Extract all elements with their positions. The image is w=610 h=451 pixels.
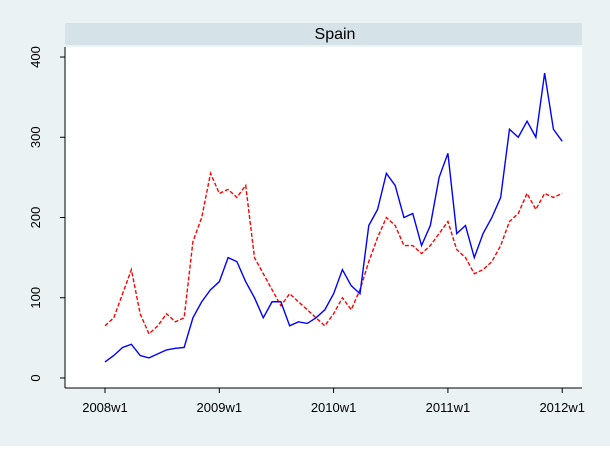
y-tick-label: 100 — [28, 287, 43, 309]
x-tick-label: 2009w1 — [197, 400, 243, 415]
y-tick-label: 0 — [28, 374, 43, 381]
title-band — [65, 23, 582, 45]
chart-title: Spain — [315, 26, 356, 43]
x-tick-label: 2011w1 — [426, 400, 471, 415]
series-line — [104, 72, 563, 363]
y-tick-label: 200 — [28, 207, 43, 229]
x-tick-label: 2008w1 — [82, 400, 128, 415]
series-line — [104, 171, 563, 336]
y-tick-label: 400 — [28, 46, 43, 68]
x-tick-label: 2012w1 — [539, 400, 585, 415]
y-tick-label: 300 — [28, 126, 43, 148]
x-tick-label: 2010w1 — [311, 400, 357, 415]
plot-area — [65, 47, 582, 388]
